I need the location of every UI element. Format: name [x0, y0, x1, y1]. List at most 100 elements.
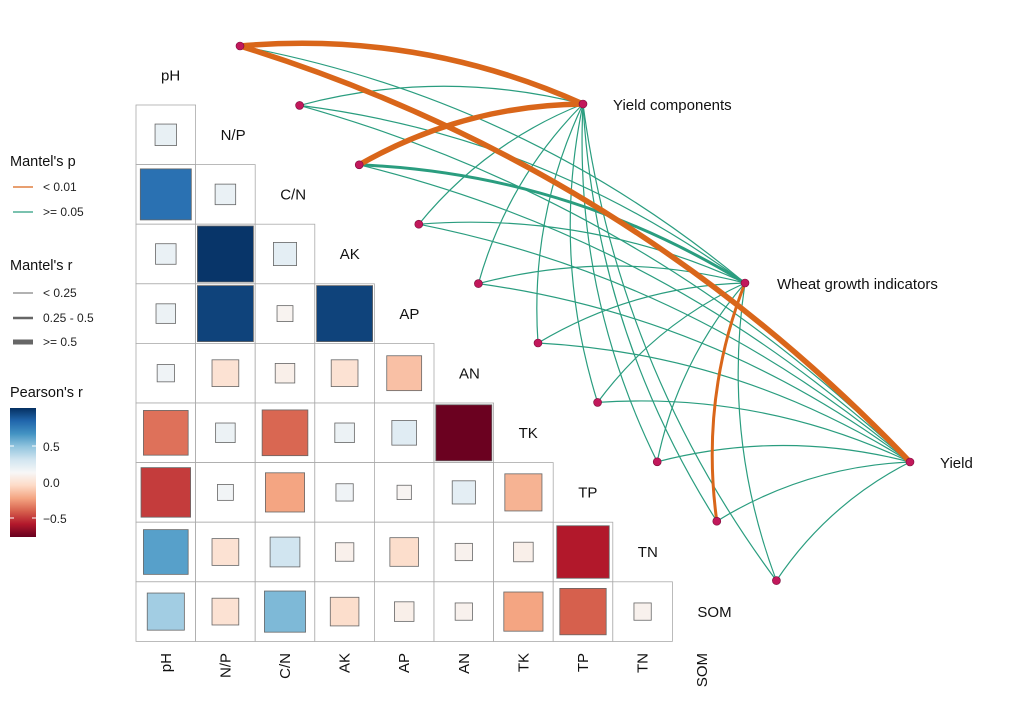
mantel-edge-AN-yield: [537, 342, 911, 463]
mantel-edge-AP-wheat-growth-indicators: [477, 265, 746, 285]
node-C/N: [354, 160, 364, 170]
heatmap-square-AN-AP: [386, 355, 423, 392]
heatmap-square-AP-N/P: [196, 285, 254, 343]
diagonal-label-SOM: SOM: [697, 604, 731, 621]
node-AK: [414, 219, 424, 229]
mantel-edge-pH-wheat-growth-indicators: [239, 45, 746, 284]
heatmap-square-SOM-AP: [394, 601, 415, 622]
mantel-edge-AP-yield: [477, 283, 911, 463]
target-label-yield-components: Yield components: [613, 97, 732, 114]
mantel-edge-AP-yield-components: [477, 103, 584, 285]
mantel-edge-N/P-wheat-growth-indicators: [299, 104, 746, 284]
legend-r-item-1: < 0.25: [43, 286, 77, 300]
mantel-edge-C/N-yield-components: [356, 101, 586, 168]
diagonal-label-TK: TK: [519, 425, 538, 442]
legend-p-item-1: < 0.01: [43, 180, 77, 194]
axis-label-AN: AN: [456, 653, 473, 674]
heatmap-cell-AN-AK: [314, 342, 375, 404]
variable-labels: pH pH N/P N/P C/N C/N AK AK AP AP AN AN TK TK TP TP TN TN…: [158, 67, 732, 687]
node-AN: [533, 338, 543, 348]
heatmap-square-AN-C/N: [274, 363, 296, 384]
node-target-yield-components: [578, 99, 588, 109]
mantel-edge-TK-wheat-growth-indicators: [597, 282, 746, 403]
correlation-heatmap: [135, 104, 673, 642]
heatmap-square-TK-AP: [391, 420, 417, 446]
heatmap-square-SOM-C/N: [264, 590, 306, 633]
mantel-edge-TP-wheat-growth-indicators: [656, 282, 746, 463]
diagonal-label-C/N: C/N: [280, 187, 306, 204]
mantel-nodes: Yield components Wheat growth indicators Y…: [235, 41, 973, 585]
heatmap-square-TP-AP: [396, 484, 412, 500]
heatmap-square-TK-AK: [334, 422, 355, 443]
legend-mantel-p-title: Mantel's p: [10, 154, 76, 170]
node-N/P: [295, 101, 304, 110]
heatmap-square-TN-C/N: [269, 536, 301, 568]
axis-label-TP: TP: [575, 653, 592, 672]
axis-label-SOM: SOM: [694, 653, 711, 687]
heatmap-square-C/N-pH: [139, 168, 192, 221]
heatmap-square-SOM-AN: [454, 602, 473, 621]
heatmap-square-SOM-pH: [146, 592, 185, 631]
heatmap-square-N/P-pH: [154, 123, 177, 146]
mantel-edge-C/N-yield: [358, 164, 911, 463]
heatmap-square-TN-N/P: [211, 538, 240, 566]
legend-r-item-2: 0.25 - 0.5: [43, 311, 94, 325]
node-pH: [235, 41, 245, 51]
heatmap-cell-AN-AP: [373, 342, 435, 404]
axis-label-N/P: N/P: [217, 653, 234, 678]
axis-label-pH: pH: [158, 653, 175, 672]
colorbar-label-0.5: 0.5: [43, 440, 60, 454]
legend-pearson-title: Pearson's r: [10, 385, 83, 401]
mantel-edge-AN-yield-components: [536, 103, 584, 344]
heatmap-square-AK-pH: [155, 243, 177, 265]
mantel-edge-TN-wheat-growth-indicators: [710, 281, 747, 523]
mantel-edge-TN-yield: [716, 461, 911, 522]
axis-label-TK: TK: [515, 653, 532, 672]
diagonal-label-pH: pH: [161, 67, 180, 84]
mantel-edges: [237, 40, 913, 582]
node-target-wheat-growth-indicators: [740, 278, 750, 288]
heatmap-square-TN-AP: [389, 537, 419, 567]
diagonal-label-TP: TP: [578, 485, 597, 502]
heatmap-square-SOM-TK: [503, 591, 544, 632]
heatmap-square-TN-AK: [334, 542, 355, 562]
mantel-edge-TP-yield-components: [581, 103, 658, 463]
node-TN: [712, 516, 722, 526]
heatmap-square-AN-N/P: [211, 359, 240, 387]
heatmap-square-AK-C/N: [273, 242, 297, 266]
heatmap-square-TP-pH: [140, 467, 191, 518]
axis-label-AP: AP: [396, 653, 413, 673]
heatmap-square-AK-N/P: [196, 225, 254, 283]
axis-label-TN: TN: [635, 653, 652, 673]
mantel-edge-N/P-yield-components: [299, 85, 584, 106]
heatmap-square-SOM-TP: [559, 588, 607, 636]
diagonal-label-AK: AK: [340, 246, 360, 263]
mantel-edge-C/N-wheat-growth-indicators: [357, 163, 747, 285]
heatmap-square-AN-pH: [156, 364, 175, 383]
colorbar-label-neg0.5: −0.5: [43, 512, 67, 526]
mantel-edge-SOM-yield: [775, 461, 911, 582]
node-TP: [652, 457, 662, 467]
heatmap-square-TK-pH: [143, 410, 189, 456]
mantel-edge-TN-yield-components: [582, 103, 718, 522]
mantel-edge-N/P-yield: [299, 104, 911, 463]
heatmap-square-SOM-N/P: [211, 597, 240, 626]
colorbar-label-0: 0.0: [43, 476, 60, 490]
diagonal-label-AP: AP: [399, 306, 419, 323]
heatmap-square-TP-AK: [335, 483, 354, 502]
heatmap-square-TN-TK: [513, 541, 534, 563]
mantel-edge-AN-wheat-growth-indicators: [537, 282, 746, 344]
mantel-edge-AK-yield-components: [418, 103, 584, 225]
mantel-edge-SOM-wheat-growth-indicators: [737, 282, 777, 582]
legend-mantel-r-title: Mantel's r: [10, 258, 73, 274]
heatmap-square-AP-C/N: [276, 305, 294, 322]
heatmap-square-TN-TP: [556, 525, 610, 579]
node-TK: [593, 398, 602, 407]
node-SOM: [772, 576, 781, 585]
mantel-edge-TP-yield: [656, 444, 911, 463]
heatmap-square-TK-C/N: [261, 409, 309, 457]
target-label-yield: Yield: [940, 455, 973, 472]
heatmap-square-TP-N/P: [217, 484, 234, 501]
heatmap-square-TP-C/N: [265, 472, 305, 513]
